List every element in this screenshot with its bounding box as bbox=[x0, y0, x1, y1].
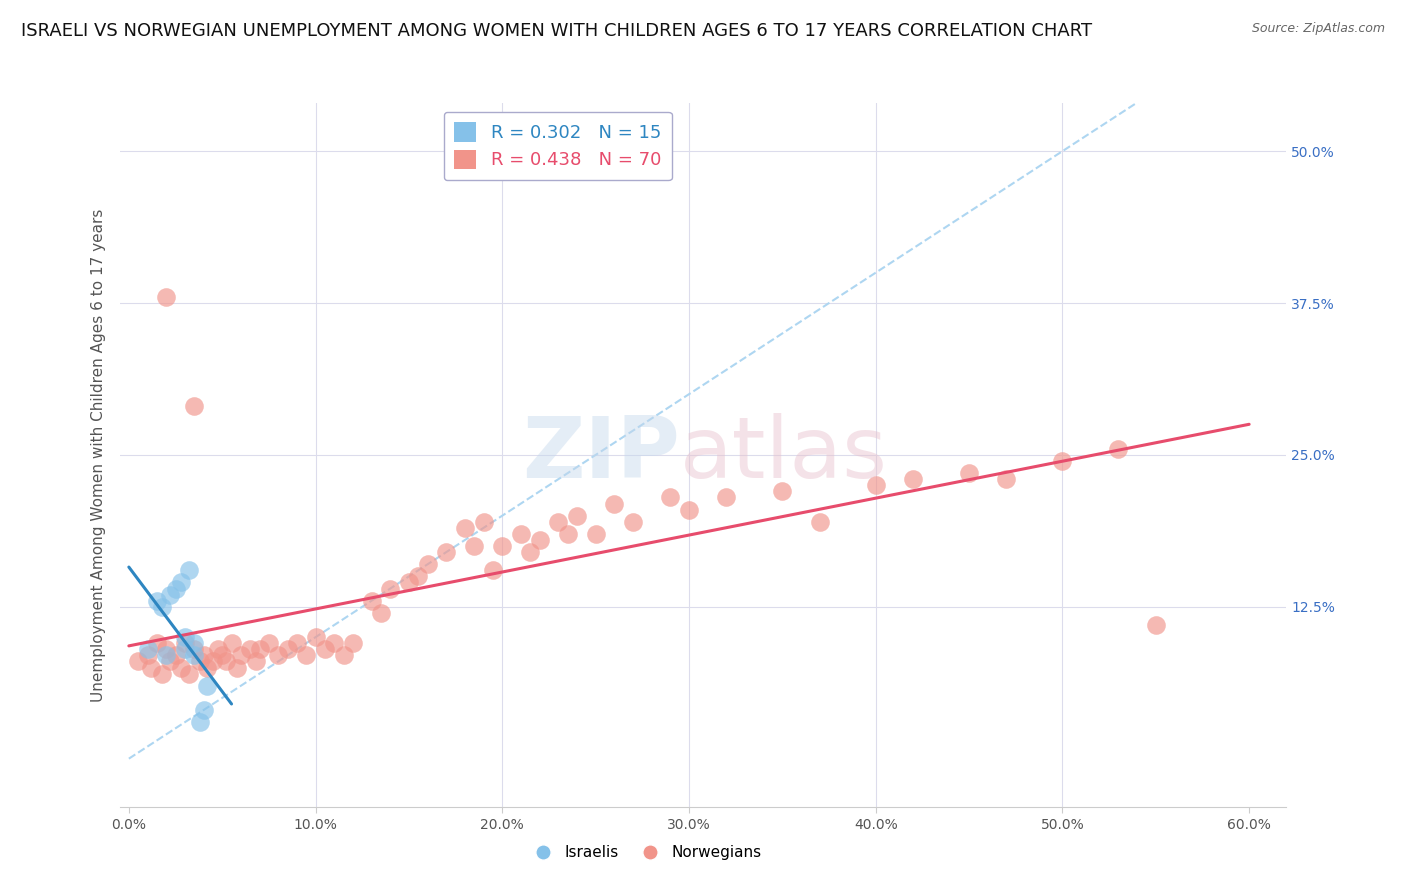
Point bbox=[585, 527, 607, 541]
Point bbox=[146, 593, 169, 607]
Point bbox=[195, 660, 218, 674]
Point bbox=[314, 642, 336, 657]
Point bbox=[155, 642, 177, 657]
Point bbox=[193, 648, 215, 663]
Point bbox=[152, 666, 174, 681]
Point bbox=[770, 484, 793, 499]
Point bbox=[482, 563, 505, 577]
Point bbox=[173, 630, 195, 644]
Y-axis label: Unemployment Among Women with Children Ages 6 to 17 years: Unemployment Among Women with Children A… bbox=[90, 208, 105, 702]
Point bbox=[155, 648, 177, 663]
Point bbox=[152, 599, 174, 614]
Point bbox=[995, 472, 1018, 486]
Point bbox=[304, 630, 326, 644]
Point bbox=[183, 642, 205, 657]
Point bbox=[1052, 454, 1074, 468]
Point bbox=[183, 648, 205, 663]
Point bbox=[267, 648, 290, 663]
Point bbox=[529, 533, 551, 547]
Point bbox=[285, 636, 308, 650]
Point bbox=[165, 648, 187, 663]
Point bbox=[406, 569, 429, 583]
Point bbox=[136, 642, 159, 657]
Point bbox=[141, 660, 163, 674]
Point bbox=[380, 582, 402, 596]
Point bbox=[603, 496, 626, 510]
Point bbox=[173, 642, 195, 657]
Point bbox=[159, 588, 181, 602]
Point bbox=[398, 575, 420, 590]
Point bbox=[865, 478, 887, 492]
Point bbox=[808, 515, 831, 529]
Point bbox=[127, 655, 149, 669]
Point bbox=[454, 521, 477, 535]
Point bbox=[716, 491, 738, 505]
Point bbox=[557, 527, 579, 541]
Point bbox=[173, 636, 195, 650]
Point bbox=[370, 606, 392, 620]
Point bbox=[295, 648, 318, 663]
Point bbox=[434, 545, 457, 559]
Point bbox=[183, 400, 205, 414]
Point bbox=[155, 290, 177, 304]
Point bbox=[957, 466, 980, 480]
Point bbox=[183, 636, 205, 650]
Point bbox=[229, 648, 252, 663]
Point bbox=[463, 539, 485, 553]
Point bbox=[342, 636, 364, 650]
Point bbox=[360, 593, 382, 607]
Point bbox=[177, 563, 200, 577]
Point bbox=[491, 539, 513, 553]
Point bbox=[226, 660, 249, 674]
Point bbox=[519, 545, 541, 559]
Point bbox=[1144, 618, 1167, 632]
Point bbox=[245, 655, 267, 669]
Point bbox=[901, 472, 924, 486]
Point bbox=[201, 655, 224, 669]
Point bbox=[257, 636, 280, 650]
Point bbox=[211, 648, 233, 663]
Point bbox=[323, 636, 346, 650]
Point bbox=[332, 648, 354, 663]
Point bbox=[547, 515, 569, 529]
Point bbox=[1107, 442, 1129, 456]
Point bbox=[188, 655, 211, 669]
Point bbox=[239, 642, 262, 657]
Point bbox=[188, 715, 211, 730]
Point bbox=[510, 527, 533, 541]
Point bbox=[678, 502, 700, 516]
Point bbox=[170, 575, 193, 590]
Point bbox=[146, 636, 169, 650]
Point bbox=[249, 642, 271, 657]
Point bbox=[165, 582, 187, 596]
Point bbox=[416, 558, 439, 572]
Text: ZIP: ZIP bbox=[522, 413, 679, 497]
Point bbox=[659, 491, 682, 505]
Point bbox=[221, 636, 243, 650]
Point bbox=[195, 679, 218, 693]
Text: atlas: atlas bbox=[679, 413, 887, 497]
Point bbox=[277, 642, 299, 657]
Point bbox=[177, 666, 200, 681]
Point bbox=[565, 508, 588, 523]
Point bbox=[472, 515, 495, 529]
Text: ISRAELI VS NORWEGIAN UNEMPLOYMENT AMONG WOMEN WITH CHILDREN AGES 6 TO 17 YEARS C: ISRAELI VS NORWEGIAN UNEMPLOYMENT AMONG … bbox=[21, 22, 1092, 40]
Point bbox=[621, 515, 644, 529]
Point bbox=[215, 655, 238, 669]
Point bbox=[207, 642, 229, 657]
Text: Source: ZipAtlas.com: Source: ZipAtlas.com bbox=[1251, 22, 1385, 36]
Legend: Israelis, Norwegians: Israelis, Norwegians bbox=[522, 839, 768, 866]
Point bbox=[193, 703, 215, 717]
Point bbox=[159, 655, 181, 669]
Point bbox=[136, 648, 159, 663]
Point bbox=[170, 660, 193, 674]
